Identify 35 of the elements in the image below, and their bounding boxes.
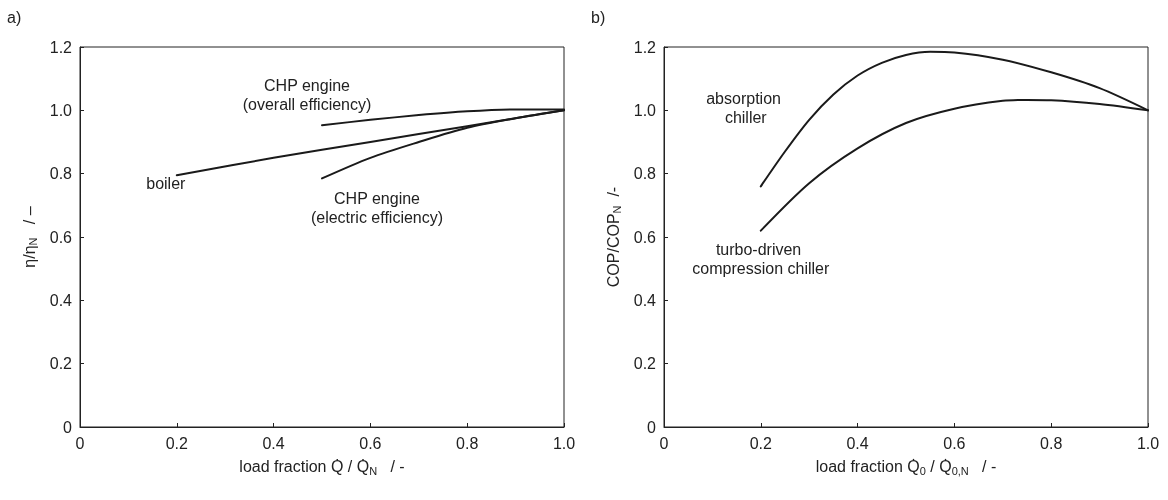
chart-title: a): [7, 8, 22, 26]
y-tick-label: 1.0: [49, 101, 73, 119]
series-label: CHP engine (overall efficiency): [242, 77, 372, 114]
y-tick-label: 1.2: [633, 38, 657, 56]
x-tick-label: 0.8: [1040, 434, 1063, 452]
y-tick-label: 0.6: [49, 228, 73, 246]
y-tick-label: 0: [63, 418, 73, 436]
series-label: turbo-driven compression chiller: [692, 240, 830, 277]
text: η/ηN / –: [20, 206, 40, 268]
y-tick-label: 0.4: [633, 291, 657, 309]
x-tick-label: 0.2: [165, 434, 189, 452]
x-tick-label: 0: [659, 434, 669, 452]
x-tick-label: 1.0: [552, 434, 576, 452]
x-tick-label: 1.0: [1136, 434, 1160, 452]
series-label: boiler: [146, 174, 187, 192]
y-tick-label: 1.0: [633, 101, 657, 119]
x-tick-label: 0: [75, 434, 85, 452]
x-tick-label: 0.4: [262, 434, 285, 452]
series-label: CHP engine (electric efficiency): [310, 190, 444, 227]
x-tick-label: 0.2: [749, 434, 773, 452]
chart-title: b): [591, 8, 606, 26]
x-tick-label: 0.4: [846, 434, 869, 452]
y-tick-label: 0.8: [633, 165, 657, 183]
y-tick-label: 0.4: [49, 291, 73, 309]
series-label: absorption chiller: [706, 90, 786, 127]
y-tick-label: 0.2: [633, 355, 657, 373]
y-tick-label: 0.8: [49, 165, 73, 183]
x-tick-label: 0.8: [456, 434, 479, 452]
y-tick-label: 1.2: [49, 38, 73, 56]
y-axis-title: COP/COPN /-: [604, 186, 624, 288]
x-tick-label: 0.6: [943, 434, 966, 452]
y-tick-label: 0: [647, 418, 657, 436]
y-tick-label: 0.2: [49, 355, 73, 373]
y-tick-label: 0.6: [633, 228, 657, 246]
x-tick-label: 0.6: [359, 434, 382, 452]
